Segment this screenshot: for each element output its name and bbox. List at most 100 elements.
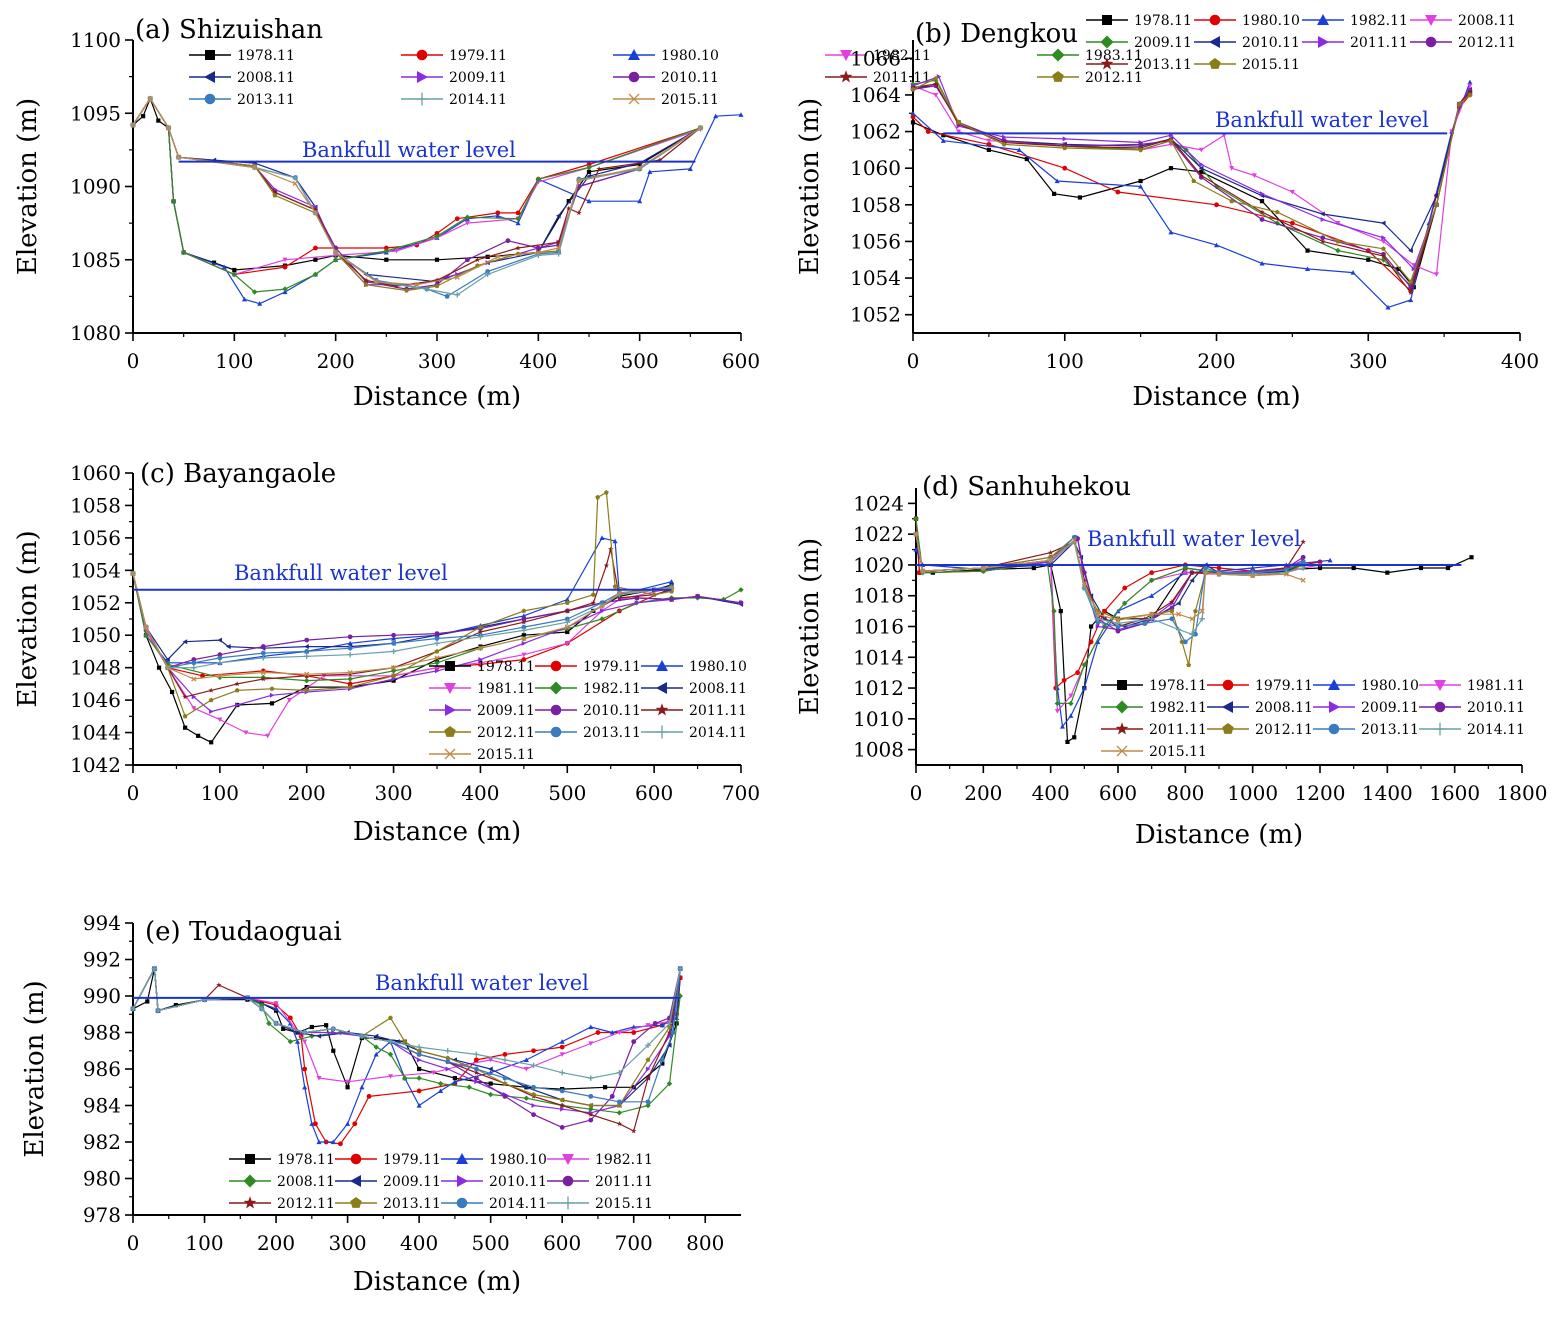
data-point <box>273 1001 279 1006</box>
x-tick-label: 400 <box>1032 781 1070 805</box>
data-point <box>956 119 961 125</box>
legend-marker <box>1318 36 1329 48</box>
data-point <box>1058 609 1063 614</box>
data-point <box>531 1112 536 1118</box>
data-point <box>333 249 339 255</box>
x-axis-title: Distance (m) <box>1135 820 1303 850</box>
data-point <box>217 717 223 723</box>
data-point <box>1351 565 1356 571</box>
data-point <box>232 267 237 273</box>
y-tick-label: 980 <box>83 1167 121 1191</box>
series-line-1983.11 <box>132 97 701 293</box>
legend-label: 2010.11 <box>489 1174 547 1190</box>
data-point <box>940 138 946 143</box>
legend-marker <box>415 92 429 106</box>
x-axis-title: Distance (m) <box>1132 382 1300 412</box>
data-point <box>910 86 916 92</box>
data-point <box>1259 217 1265 222</box>
legend-label: 2012.11 <box>477 725 535 741</box>
legend-label: 2008.11 <box>1458 13 1516 29</box>
data-point <box>566 199 571 204</box>
data-point <box>1175 626 1182 633</box>
legend-label: 2013.11 <box>237 92 295 108</box>
legend-marker <box>350 1153 362 1165</box>
data-point <box>645 1066 651 1072</box>
data-point <box>1081 685 1087 691</box>
bankfull-label: Bankfull water level <box>1087 527 1301 551</box>
data-point <box>474 1079 479 1085</box>
x-tick-label: 500 <box>548 781 586 805</box>
chart-panel-2: 0 100 200 300 400 1052 1054 1056 1058 1060 1062 106… <box>795 13 1539 412</box>
data-point <box>531 1092 536 1097</box>
data-point <box>473 1051 480 1058</box>
legend-item: 2015.11 <box>1101 744 1207 760</box>
series-group <box>130 489 744 745</box>
data-point <box>304 649 310 654</box>
x-tick-label: 1600 <box>1429 781 1480 805</box>
data-point <box>454 274 460 280</box>
data-point <box>416 1075 422 1081</box>
data-point <box>1031 565 1036 571</box>
data-point <box>235 702 240 708</box>
data-point <box>523 1057 529 1062</box>
data-point <box>282 286 288 292</box>
legend-label: 2008.11 <box>689 681 747 697</box>
legend-label: 1982.11 <box>595 1152 653 1168</box>
data-point <box>316 1076 322 1081</box>
data-point <box>478 624 483 630</box>
panel-title: (b) Dengkou <box>915 19 1078 49</box>
data-point <box>444 1048 451 1054</box>
legend-label: 2008.11 <box>1255 700 1313 716</box>
series-line-2013.11 <box>132 573 672 669</box>
legend-marker <box>445 661 455 671</box>
data-point <box>645 1042 651 1049</box>
data-point <box>1335 221 1341 226</box>
data-point <box>287 1038 294 1045</box>
legend: 1978.11 1979.11 1980.10 1982.11 2008.11 2009.… <box>229 1152 653 1212</box>
legend-label: 1980.10 <box>1242 13 1300 29</box>
y-tick-label: 1058 <box>70 493 121 517</box>
data-point <box>363 282 369 287</box>
series-line-2010.11 <box>132 573 742 669</box>
legend-label: 2011.11 <box>1350 35 1408 51</box>
data-point <box>1122 600 1128 607</box>
data-point <box>556 213 561 219</box>
legend-item: 2013.11 <box>1313 722 1419 738</box>
legend-marker <box>1328 723 1340 735</box>
data-point <box>564 641 570 646</box>
series-line-2008.11 <box>132 97 701 283</box>
data-point <box>1052 191 1057 196</box>
data-point <box>1168 229 1174 235</box>
chart-panel-4: 0 200 400 600 800 1000 1200 1400 1600 1800 1008 101… <box>795 472 1547 850</box>
data-point <box>1213 242 1220 248</box>
data-point <box>608 546 614 552</box>
data-point <box>243 730 249 736</box>
data-point <box>1434 193 1439 199</box>
data-point <box>535 252 542 259</box>
data-point <box>913 547 919 552</box>
data-point <box>143 632 149 638</box>
data-point <box>292 174 298 181</box>
legend-item: 2014.11 <box>401 92 507 108</box>
data-point <box>616 1110 623 1116</box>
data-point <box>454 216 460 222</box>
data-point <box>416 1048 422 1053</box>
data-point <box>1072 735 1077 740</box>
data-point <box>913 531 919 537</box>
data-point <box>1142 621 1148 626</box>
series-line-2010.11 <box>132 97 701 290</box>
data-point <box>564 619 571 625</box>
data-point <box>208 697 214 703</box>
data-point <box>1081 580 1087 586</box>
legend-item: 2008.11 <box>229 1174 335 1190</box>
legend-label: 1981.11 <box>477 681 535 697</box>
data-point <box>1259 260 1265 266</box>
data-point <box>286 698 292 703</box>
data-point <box>631 1030 637 1035</box>
data-point <box>521 624 527 630</box>
bankfull-label: Bankfull water level <box>302 138 516 162</box>
data-point <box>667 1024 672 1030</box>
data-point <box>576 210 582 216</box>
data-point <box>217 655 223 661</box>
data-point <box>531 1084 536 1090</box>
